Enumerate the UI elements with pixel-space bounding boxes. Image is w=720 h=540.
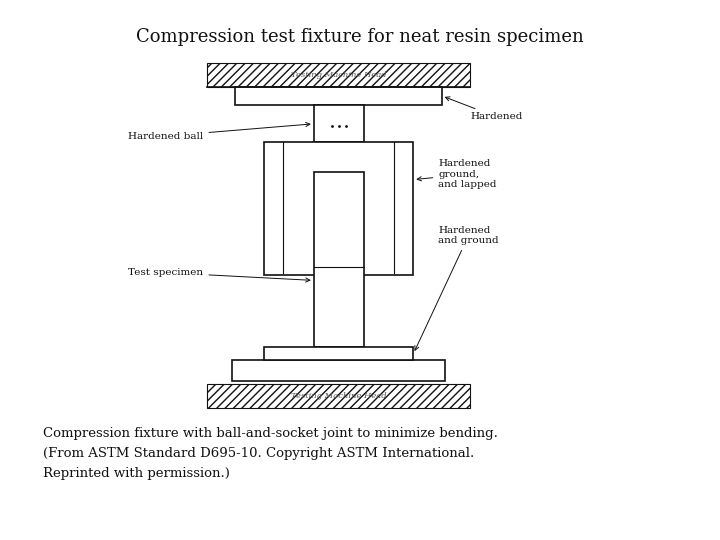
Bar <box>232 360 446 381</box>
Bar <box>235 86 442 105</box>
Text: Reprinted with permission.): Reprinted with permission.) <box>43 467 230 480</box>
Text: Testing Machine Head: Testing Machine Head <box>291 71 387 79</box>
Text: Testing Machine Head: Testing Machine Head <box>291 392 387 400</box>
Text: Hardened
and ground: Hardened and ground <box>415 226 499 350</box>
Bar <box>314 105 364 143</box>
Text: (From ASTM Standard D695-10. Copyright ASTM International.: (From ASTM Standard D695-10. Copyright A… <box>43 447 474 460</box>
Bar <box>314 172 364 347</box>
Text: Compression fixture with ball-and-socket joint to minimize bending.: Compression fixture with ball-and-socket… <box>43 427 498 440</box>
Text: Hardened ball: Hardened ball <box>128 123 310 140</box>
Text: Test specimen: Test specimen <box>128 268 310 282</box>
Text: Hardened
ground,
and lapped: Hardened ground, and lapped <box>417 159 497 189</box>
Text: Hardened: Hardened <box>446 97 523 122</box>
Bar <box>207 63 470 86</box>
Bar <box>264 347 413 360</box>
Bar <box>264 143 413 275</box>
Bar <box>207 384 470 408</box>
Text: Compression test fixture for neat resin specimen: Compression test fixture for neat resin … <box>136 28 584 46</box>
